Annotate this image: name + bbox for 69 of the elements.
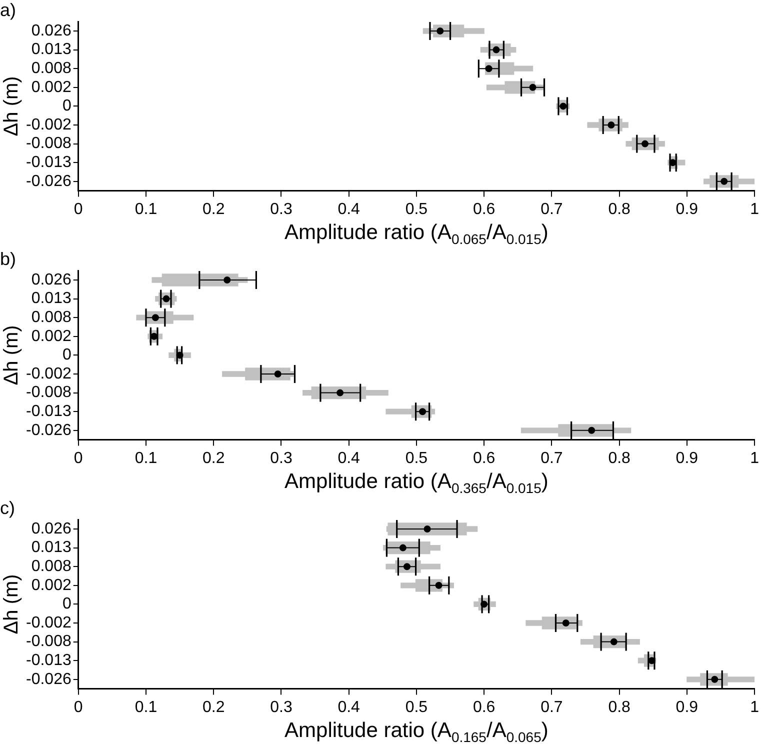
- y-tick-label: -0.013: [26, 652, 72, 670]
- x-tick-label: 0.6: [472, 200, 496, 218]
- y-axis-title: Δh (m): [0, 76, 23, 136]
- x-tick-label: 0.8: [608, 698, 631, 716]
- y-tick-label: -0.002: [26, 116, 72, 134]
- x-axis-title: Amplitude ratio (A$_{0.165}$/A$_{0.065}$): [284, 719, 548, 746]
- y-tick-label: 0.008: [31, 60, 72, 78]
- x-axis-title: Amplitude ratio (A$_{0.065}$/A$_{0.015}$): [284, 221, 548, 248]
- x-tick-label: 0.2: [202, 450, 225, 467]
- x-tick-label: 0.2: [202, 200, 225, 218]
- y-tick-label: 0: [62, 98, 72, 115]
- y-tick-label: -0.008: [26, 633, 72, 650]
- x-tick-label: 0.6: [472, 450, 496, 467]
- x-tick-label: 0.4: [338, 450, 360, 467]
- x-tick-label: 0.1: [134, 698, 158, 716]
- y-tick-label: 0.013: [31, 41, 72, 58]
- x-tick-label: 0: [74, 450, 83, 467]
- x-tick-label: 0.5: [405, 450, 428, 467]
- y-tick-label: -0.026: [26, 172, 72, 190]
- y-tick-label: 0.008: [31, 309, 72, 326]
- y-axis-title: Δh (m): [0, 325, 23, 386]
- y-tick-label: -0.002: [26, 614, 72, 632]
- x-tick-label: 0.7: [540, 200, 563, 218]
- x-tick-label: 0.3: [270, 698, 292, 716]
- x-tick-label: 1: [750, 200, 760, 218]
- x-tick-label: 0.7: [540, 698, 563, 716]
- x-tick-label: 0.3: [270, 450, 292, 467]
- y-tick-label: 0.013: [31, 539, 72, 556]
- y-tick-label: 0.013: [31, 290, 72, 308]
- y-tick-label: 0: [62, 596, 72, 613]
- y-tick-label: -0.008: [26, 135, 72, 152]
- x-tick-label: 0.9: [676, 698, 698, 716]
- y-tick-label: -0.013: [26, 154, 72, 172]
- x-tick-label: 0: [74, 200, 83, 218]
- x-tick-label: 0.8: [608, 200, 631, 218]
- y-tick-label: -0.026: [26, 670, 72, 688]
- x-tick-label: 0.7: [540, 450, 563, 467]
- x-axis-title: Amplitude ratio (A$_{0.365}$/A$_{0.015}$): [284, 470, 548, 496]
- y-tick-label: -0.013: [26, 403, 72, 420]
- chart-title: b): [0, 248, 16, 269]
- chart-title: a): [0, 0, 16, 20]
- y-axis-title: Δh (m): [0, 574, 23, 634]
- y-tick-label: 0.008: [31, 558, 72, 576]
- x-tick-label: 0.9: [676, 200, 698, 218]
- y-tick-label: -0.008: [26, 384, 72, 402]
- x-tick-label: 0.5: [405, 200, 428, 218]
- x-tick-label: 0.3: [270, 200, 292, 218]
- y-tick-label: 0: [62, 346, 72, 364]
- x-tick-label: 1: [750, 450, 760, 467]
- x-tick-label: 0.4: [338, 698, 360, 716]
- x-tick-label: 0.4: [338, 200, 360, 218]
- y-tick-label: 0.002: [31, 78, 72, 96]
- x-tick-label: 0.5: [405, 698, 428, 716]
- y-tick-label: -0.002: [26, 365, 72, 382]
- y-tick-label: 0.026: [31, 271, 72, 288]
- x-tick-label: 0.2: [202, 698, 225, 716]
- x-tick-label: 0: [74, 698, 83, 716]
- x-tick-label: 0.1: [134, 200, 158, 218]
- y-tick-label: 0.002: [31, 328, 72, 345]
- x-tick-label: 0.1: [134, 450, 158, 467]
- x-tick-label: 0.9: [676, 450, 698, 467]
- y-tick-label: 0.002: [31, 576, 72, 594]
- y-tick-label: 0.026: [31, 22, 72, 40]
- x-tick-label: 0.6: [472, 698, 496, 716]
- y-tick-label: 0.026: [31, 520, 72, 538]
- x-tick-label: 1: [750, 698, 760, 716]
- chart-title: c): [0, 498, 15, 518]
- y-tick-label: -0.026: [26, 422, 72, 439]
- x-tick-label: 0.8: [608, 450, 631, 467]
